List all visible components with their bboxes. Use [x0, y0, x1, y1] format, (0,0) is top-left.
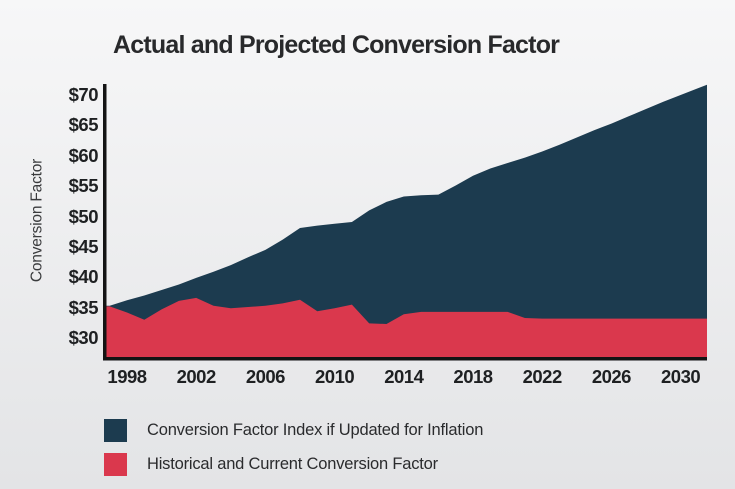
y-tick-label: $65: [68, 114, 99, 136]
x-tick-label: 2022: [522, 366, 563, 387]
historical-cf-area: [106, 297, 707, 357]
x-tick-label: 2010: [315, 366, 355, 387]
y-tick-label: $45: [68, 235, 99, 257]
legend-label-historical: Historical and Current Conversion Factor: [147, 455, 438, 473]
y-tick-label: $35: [68, 296, 99, 318]
chart-title: Actual and Projected Conversion Factor: [113, 31, 560, 59]
x-tick-label: 2018: [453, 366, 493, 387]
legend-swatch-inflation: [104, 419, 127, 442]
x-tick-label: 2006: [245, 366, 286, 387]
y-axis-line: [103, 84, 107, 361]
legend-item-inflation: Conversion Factor Index if Updated for I…: [104, 419, 483, 442]
y-tick-label: $50: [68, 205, 99, 227]
x-tick-label: 1998: [107, 366, 147, 387]
y-tick-label: $40: [68, 266, 99, 288]
x-tick-label: 2014: [384, 366, 424, 387]
chart-legend: Conversion Factor Index if Updated for I…: [104, 419, 483, 487]
x-tick-label: 2030: [661, 366, 701, 387]
y-tick-label: $70: [68, 84, 99, 105]
legend-label-inflation: Conversion Factor Index if Updated for I…: [147, 421, 484, 439]
y-tick-label: $30: [68, 327, 99, 348]
x-axis-line: [103, 357, 707, 361]
y-tick-label: $60: [68, 144, 99, 166]
y-tick-label: $55: [68, 175, 99, 197]
legend-swatch-historical: [104, 453, 127, 476]
legend-item-historical: Historical and Current Conversion Factor: [104, 453, 483, 476]
x-tick-label: 2002: [176, 366, 217, 387]
inflation-index-area: [106, 84, 707, 358]
x-tick-label: 2026: [591, 366, 632, 387]
